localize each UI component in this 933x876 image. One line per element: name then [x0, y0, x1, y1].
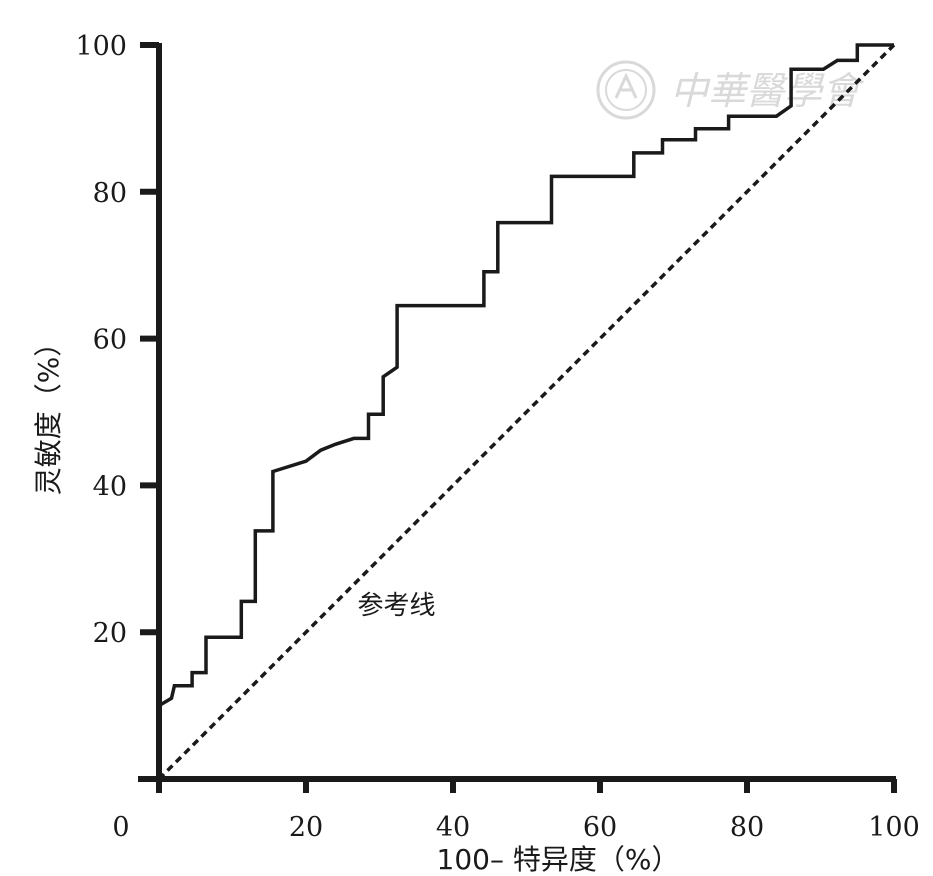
roc-curve — [158, 43, 894, 708]
y-tick-label: 60 — [93, 325, 127, 356]
watermark: 中華醫學會 — [596, 60, 865, 120]
y-tick-label: 100 — [75, 31, 127, 62]
y-ticks: 20 40 60 80 100 — [75, 31, 159, 649]
reference-line — [157, 43, 896, 781]
x-ticks: 0 20 40 60 80 100 — [112, 779, 920, 843]
watermark-text: 中華醫學會 — [670, 69, 865, 113]
y-tick-label: 20 — [93, 618, 127, 649]
axes — [138, 43, 896, 793]
y-tick-label: 80 — [93, 178, 127, 209]
x-tick-label: 0 — [112, 812, 129, 843]
reference-line-annotation: 参考线 — [357, 591, 435, 621]
watermark-seal-icon — [596, 60, 656, 120]
x-tick-label: 40 — [436, 812, 470, 843]
x-tick-label: 100 — [868, 812, 920, 843]
y-axis-title: 灵敏度（%） — [32, 329, 65, 496]
y-tick-label: 40 — [93, 471, 127, 502]
x-tick-label: 20 — [289, 812, 323, 843]
x-tick-label: 80 — [730, 812, 764, 843]
x-tick-label: 60 — [583, 812, 617, 843]
x-axis-title: 100– 特异度（%） — [437, 843, 680, 876]
series-layer — [157, 43, 896, 781]
